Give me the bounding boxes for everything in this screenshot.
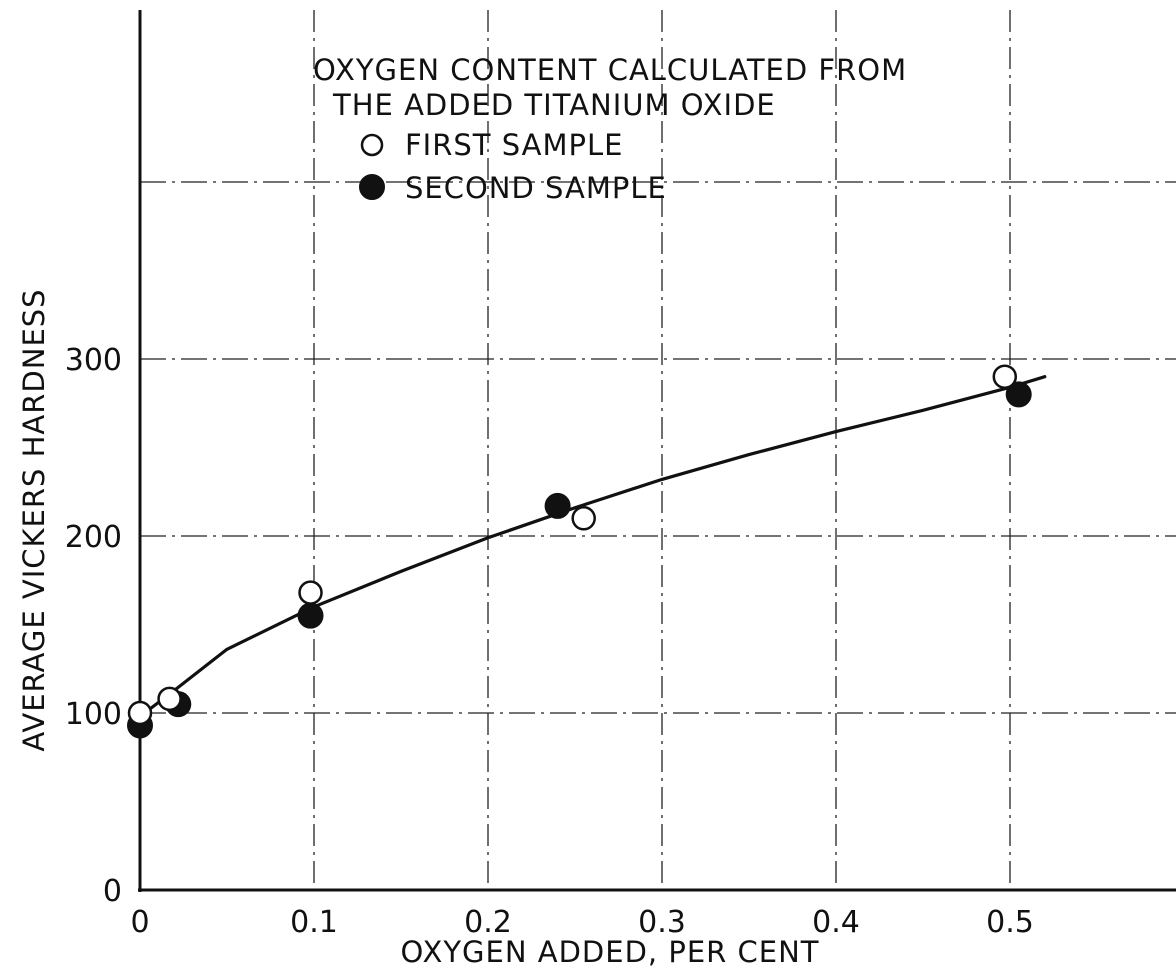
legend-filled-circle-marker	[359, 174, 385, 200]
second-sample-point	[297, 602, 324, 629]
x-tick-label: 0.2	[464, 905, 512, 940]
y-tick-label: 200	[65, 520, 122, 555]
x-axis-label: OXYGEN ADDED, PER CENT	[400, 935, 819, 969]
x-tick-label: 0.3	[638, 905, 686, 940]
legend-first-sample-label: FIRST SAMPLE	[405, 128, 624, 162]
x-tick-label: 0.1	[290, 905, 338, 940]
axes	[138, 10, 1176, 892]
second-sample-point	[544, 492, 571, 519]
x-tick-label: 0	[130, 905, 149, 940]
first-sample-point	[298, 580, 323, 605]
tick-labels: 0 0.1 0.2 0.3 0.4 0.5 0 100 200 300	[65, 343, 1034, 940]
legend-title-line-2: THE ADDED TITANIUM OXIDE	[332, 88, 776, 122]
y-tick-label: 100	[65, 697, 122, 732]
fit-curve-group	[138, 375, 1047, 719]
first-sample-point	[127, 700, 153, 726]
gridlines	[140, 10, 1176, 890]
legend-second-sample-label: SECOND SAMPLE	[405, 171, 667, 205]
y-tick-label: 300	[65, 343, 122, 378]
first-sample-point	[992, 364, 1018, 389]
x-tick-label: 0.4	[812, 905, 860, 940]
legend: OXYGEN CONTENT CALCULATED FROM THE ADDED…	[313, 53, 907, 205]
second-sample-point	[1005, 381, 1032, 408]
y-axis-label: AVERAGE VICKERS HARDNESS	[17, 288, 51, 751]
first-sample-point	[157, 686, 182, 712]
legend-open-circle-marker	[360, 133, 384, 157]
first-sample-point	[571, 506, 596, 531]
y-tick-label: 0	[103, 874, 122, 909]
fit-curve	[138, 375, 1047, 719]
data-points	[127, 364, 1032, 739]
x-tick-label: 0.5	[986, 905, 1034, 940]
legend-title-line-1: OXYGEN CONTENT CALCULATED FROM	[313, 53, 907, 87]
